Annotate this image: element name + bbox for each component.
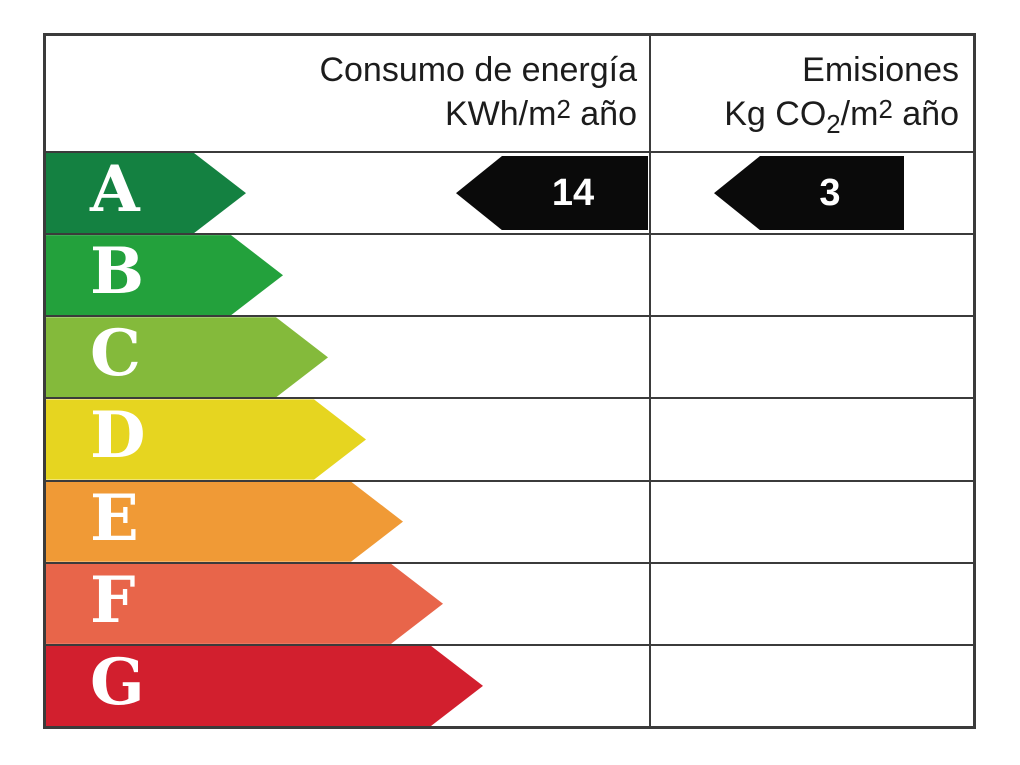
rating-rows: A 14 3 B C D E <box>46 151 973 726</box>
rating-letter: G <box>90 644 145 720</box>
rating-arrow: D <box>46 399 366 479</box>
rating-arrow: C <box>46 317 328 397</box>
emissions-header: Emisiones Kg CO2/m2 año <box>651 36 973 151</box>
rating-letter: E <box>90 480 139 556</box>
emissions-header-line2: Kg CO2/m2 año <box>724 92 959 139</box>
consumption-unit-superscript: 2 <box>556 96 571 124</box>
rating-row: D <box>46 397 973 479</box>
rating-letter: D <box>90 398 146 474</box>
consumption-unit-prefix: KWh/m <box>444 95 557 133</box>
emissions-unit-subscript: 2 <box>826 111 841 139</box>
rating-arrow: E <box>46 482 403 562</box>
consumption-value: 14 <box>551 171 595 214</box>
rating-letter: A <box>90 152 140 228</box>
emissions-unit-suffix: año <box>892 95 959 133</box>
rating-letter: F <box>90 562 136 638</box>
emissions-unit-prefix: Kg CO <box>724 95 827 133</box>
rating-row: E <box>46 479 973 562</box>
emissions-header-line1: Emisiones <box>802 51 959 89</box>
consumption-header-line1: Consumo de energía <box>319 51 637 89</box>
rating-row: G <box>46 643 973 726</box>
energy-rating-table: Consumo de energía KWh/m2 año Emisiones … <box>43 33 976 729</box>
emissions-value: 3 <box>819 171 841 214</box>
rating-arrow: F <box>46 564 443 644</box>
consumption-value-arrow: 14 <box>456 156 648 231</box>
header-row: Consumo de energía KWh/m2 año Emisiones … <box>46 36 973 151</box>
emissions-value-arrow: 3 <box>714 156 904 231</box>
consumption-header: Consumo de energía KWh/m2 año <box>46 36 651 151</box>
consumption-unit-suffix: año <box>570 95 637 133</box>
rating-row: F <box>46 561 973 644</box>
rating-row: B <box>46 233 973 315</box>
consumption-header-line2: KWh/m2 año <box>445 92 637 139</box>
rating-row: A 14 3 <box>46 151 973 233</box>
rating-letter: B <box>90 234 145 310</box>
rating-arrow: G <box>46 646 483 726</box>
rating-arrow: A <box>46 153 246 233</box>
rating-row: C <box>46 315 973 397</box>
emissions-unit-mid: /m <box>840 95 879 133</box>
emissions-unit-superscript: 2 <box>878 96 893 124</box>
column-divider <box>649 36 651 726</box>
rating-arrow: B <box>46 235 283 315</box>
rating-letter: C <box>90 316 141 392</box>
